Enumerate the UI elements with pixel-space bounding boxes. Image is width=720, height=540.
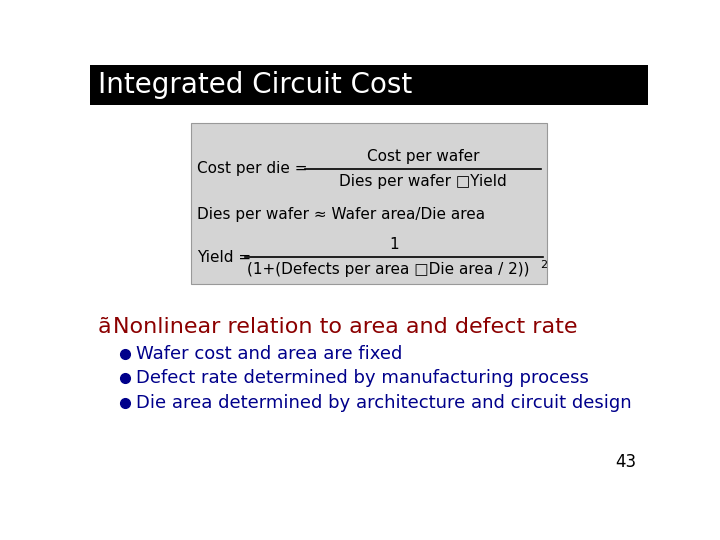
- FancyBboxPatch shape: [90, 65, 648, 105]
- Text: Nonlinear relation to area and defect rate: Nonlinear relation to area and defect ra…: [113, 316, 577, 336]
- Text: 1: 1: [390, 238, 399, 253]
- Text: Yield =: Yield =: [197, 250, 251, 265]
- Text: Defect rate determined by manufacturing process: Defect rate determined by manufacturing …: [136, 369, 589, 387]
- Text: (1+(Defects per area □Die area / 2)): (1+(Defects per area □Die area / 2)): [247, 262, 529, 277]
- Text: ã: ã: [98, 316, 112, 336]
- Text: Cost per die =: Cost per die =: [197, 161, 307, 176]
- Text: Dies per wafer ≈ Wafer area/Die area: Dies per wafer ≈ Wafer area/Die area: [197, 207, 485, 222]
- Text: Integrated Circuit Cost: Integrated Circuit Cost: [98, 71, 412, 99]
- Text: Die area determined by architecture and circuit design: Die area determined by architecture and …: [136, 394, 631, 412]
- FancyBboxPatch shape: [191, 123, 547, 284]
- Text: 43: 43: [616, 454, 636, 471]
- Text: 2: 2: [540, 260, 547, 270]
- Text: Cost per wafer: Cost per wafer: [367, 149, 480, 164]
- Text: Dies per wafer □Yield: Dies per wafer □Yield: [339, 173, 507, 188]
- Text: Wafer cost and area are fixed: Wafer cost and area are fixed: [136, 345, 402, 362]
